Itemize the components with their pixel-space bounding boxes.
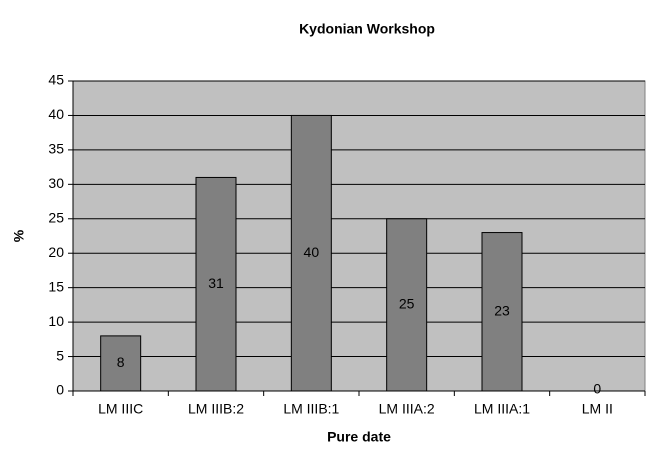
data-label: 40: [304, 244, 320, 260]
x-tick-label: LM IIIA:1: [474, 401, 530, 417]
bar: [195, 176, 237, 392]
y-tick-label: 45: [48, 72, 64, 88]
bar: [290, 114, 332, 392]
x-axis-title: Pure date: [327, 429, 391, 445]
x-tick-label: LM IIIB:2: [188, 401, 244, 417]
data-label: 25: [399, 296, 415, 312]
bar: [481, 232, 523, 392]
data-label: 23: [494, 302, 510, 318]
y-tick-label: 25: [48, 209, 64, 225]
y-tick-label: 20: [48, 244, 64, 260]
data-label: 31: [208, 275, 224, 291]
x-tick-label: LM IIIA:2: [379, 401, 435, 417]
bar: [100, 335, 142, 392]
x-tick-label: LM II: [582, 401, 613, 417]
data-label: 8: [117, 354, 125, 370]
x-tick-label: LM IIIC: [98, 401, 143, 417]
y-tick-label: 15: [48, 278, 64, 294]
y-tick-label: 5: [56, 347, 64, 363]
bar: [386, 218, 428, 392]
x-tick-label: LM IIIB:1: [283, 401, 339, 417]
y-tick-label: 30: [48, 175, 64, 191]
y-tick-label: 0: [56, 382, 64, 398]
y-axis-title: %: [11, 229, 27, 242]
data-label: 0: [593, 381, 601, 397]
plot-area: [72, 80, 646, 392]
y-tick-label: 10: [48, 313, 64, 329]
y-tick-label: 40: [48, 106, 64, 122]
chart-title: Kydonian Workshop: [299, 21, 435, 37]
y-tick-label: 35: [48, 141, 64, 157]
